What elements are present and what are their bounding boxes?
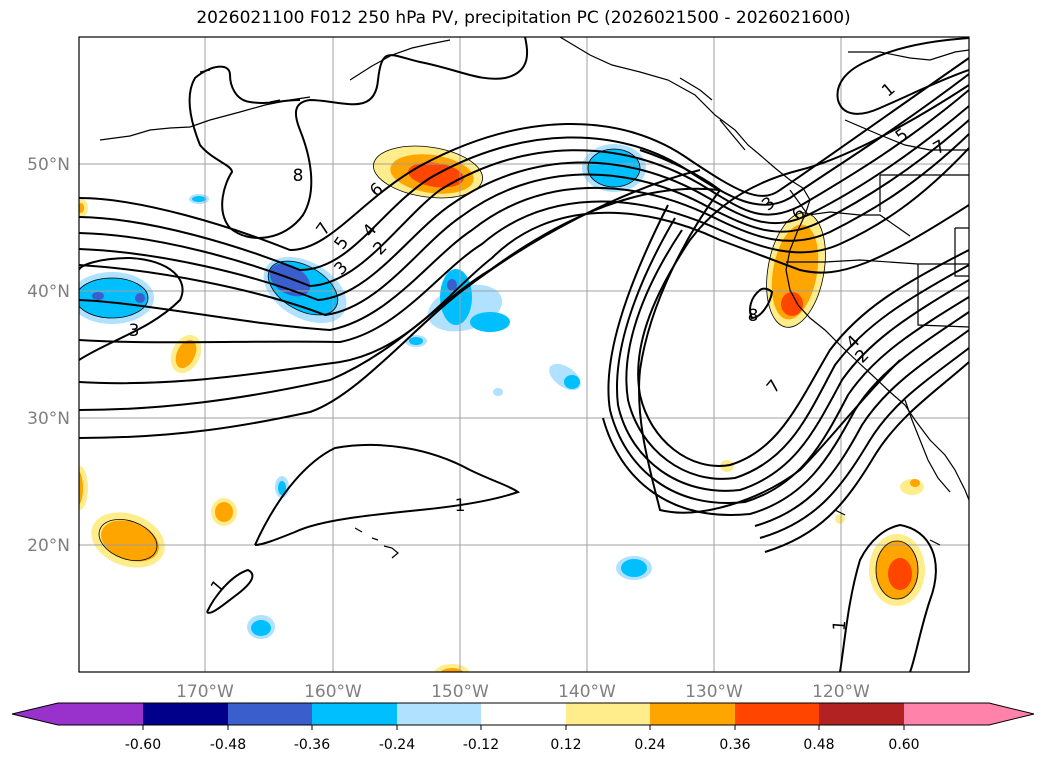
- map-title: 2026021100 F012 250 hPa PV, precipitatio…: [196, 8, 851, 28]
- colorbar-segment-7: [566, 703, 652, 725]
- colorbar-segment-2: [143, 703, 229, 725]
- lat-axis: 50°N 40°N 30°N 20°N: [27, 155, 70, 556]
- colorbar-extend-low: [12, 703, 58, 725]
- contour-label-3: 3: [331, 258, 353, 280]
- colorbar-label-7: 0.24: [634, 737, 665, 753]
- contour-label-8b: 8: [748, 306, 759, 326]
- lat-tick-50: 50°N: [27, 155, 70, 175]
- colorbar-label-1: -0.60: [125, 737, 161, 753]
- contour-label-1: 1: [455, 496, 466, 516]
- colorbar-segment-10: [819, 703, 905, 725]
- colorbar-segment-1: [58, 703, 144, 725]
- lon-tick-140w: 140°W: [558, 682, 616, 702]
- colorbar-segment-8: [650, 703, 736, 725]
- colorbar-label-10: 0.60: [888, 737, 919, 753]
- lon-tick-130w: 130°W: [685, 682, 743, 702]
- contour-label-3b: 3: [129, 321, 140, 341]
- colorbar-label-9: 0.48: [803, 737, 834, 753]
- colorbar-outline: [11, 702, 1035, 726]
- colorbar-label-4: -0.24: [379, 737, 415, 753]
- lon-axis: 170°W 160°W 150°W 140°W 130°W 120°W: [176, 682, 870, 702]
- contour-label-1c: 1: [830, 619, 851, 632]
- colorbar: -0.60 -0.48 -0.36 -0.24 -0.12 0.12 0.24 …: [11, 702, 1035, 753]
- anomaly-outlines: [79, 145, 919, 600]
- precip-negative-anomalies: [79, 144, 652, 639]
- pv-contours: [79, 37, 969, 672]
- colorbar-segment-6: [481, 703, 567, 725]
- pv-contour-subtropical: [254, 443, 521, 546]
- colorbar-segment-4: [312, 703, 398, 725]
- colorbar-label-3: -0.36: [294, 737, 330, 753]
- contour-label-2: 2: [370, 238, 392, 260]
- colorbar-label-6: 0.12: [550, 737, 581, 753]
- colorbar-extend-high: [989, 703, 1034, 725]
- contour-label-7: 7: [313, 219, 336, 239]
- contour-label-8: 8: [293, 166, 304, 186]
- colorbar-segment-11: [904, 703, 990, 725]
- lon-tick-120w: 120°W: [812, 682, 870, 702]
- colorbar-label-2: -0.48: [210, 737, 246, 753]
- lon-tick-150w: 150°W: [431, 682, 489, 702]
- lon-tick-170w: 170°W: [176, 682, 234, 702]
- map-frame: [78, 36, 970, 673]
- lat-tick-20: 20°N: [27, 536, 70, 556]
- colorbar-segment-5: [397, 703, 483, 725]
- pv-contour-high-loop: [188, 37, 529, 239]
- contour-label-1b: 1: [207, 576, 229, 597]
- lon-tick-160w: 160°W: [304, 682, 362, 702]
- contour-label-7c: 7: [763, 376, 785, 397]
- colorbar-segment-9: [735, 703, 821, 725]
- colorbar-segment-3: [228, 703, 314, 725]
- colorbar-label-8: 0.36: [719, 737, 750, 753]
- lat-tick-40: 40°N: [27, 282, 70, 302]
- colorbar-label-5: -0.12: [463, 737, 499, 753]
- contour-label-1d: 1: [878, 79, 899, 101]
- coastlines: [99, 37, 969, 559]
- lat-tick-30: 30°N: [27, 409, 70, 429]
